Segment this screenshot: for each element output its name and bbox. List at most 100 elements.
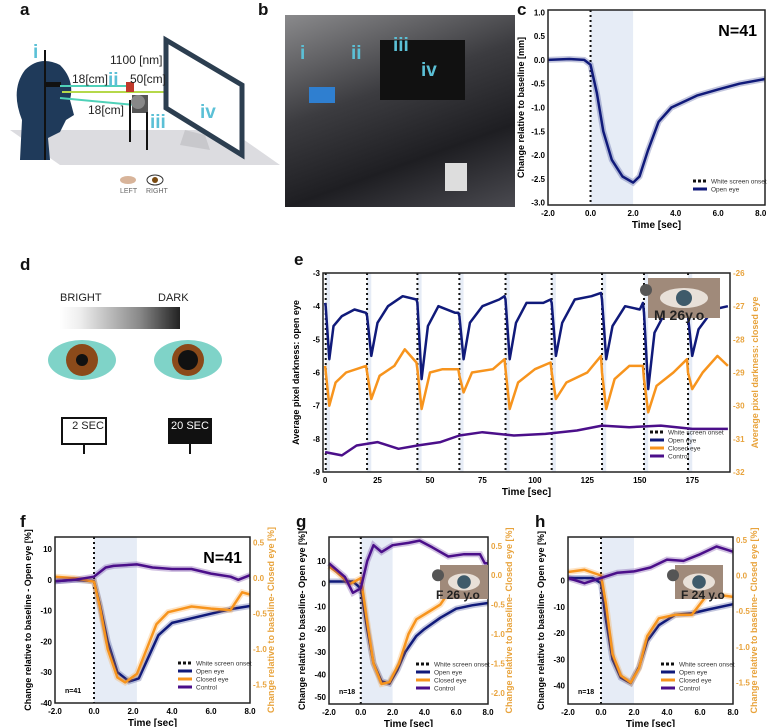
- subject-label: F 26 y.o: [436, 588, 480, 602]
- distance-label-2: 50[cm]: [130, 72, 167, 86]
- plot-frame: [547, 9, 766, 206]
- y-right-tick-label: -2.0: [491, 689, 505, 698]
- panel-label-g: g: [296, 512, 307, 531]
- monitor-icon: [163, 35, 245, 160]
- y-right-tick-label: 0.0: [736, 572, 748, 581]
- white-screen-icon: [61, 417, 107, 445]
- y-right-tick-label: 0.0: [491, 571, 503, 580]
- black-screen-icon: [168, 418, 212, 444]
- y-tick-label: 0: [561, 577, 566, 586]
- series-control: [54, 563, 251, 583]
- y-tick-label: -10: [40, 607, 52, 616]
- label-i: i: [33, 42, 39, 63]
- n-annotation: N=41: [718, 23, 757, 40]
- legend-label-onset: White screen onset: [668, 430, 724, 437]
- legend-label-onset: White screen onset: [434, 662, 490, 669]
- stimulus-shading: [602, 273, 607, 472]
- x-tick-label: -2.0: [48, 707, 62, 716]
- stimulus-shading: [551, 273, 556, 472]
- camera-icon: [131, 95, 145, 109]
- plot-frame: [54, 536, 251, 704]
- eye-right-label: RIGHT: [146, 188, 168, 195]
- photo-label-iv: iv: [421, 60, 437, 81]
- stimulus-shading: [590, 10, 634, 205]
- panel-label-f: f: [20, 512, 26, 531]
- x-axis-label: Time [sec]: [502, 487, 551, 498]
- subject-label: M 26y.o: [654, 307, 704, 323]
- eye-left-label: LEFT: [120, 188, 138, 195]
- x-tick-label: -2.0: [541, 209, 555, 218]
- x-tick-label: 100: [528, 476, 542, 485]
- y-tick-label: -4: [313, 302, 321, 311]
- y-axis-label: Change relative to baseline- Open eye [%…: [297, 531, 307, 710]
- y-right-tick-label: -0.5: [736, 607, 750, 616]
- panel-label-e: e: [294, 250, 304, 269]
- legend-label-onset: White screen onset: [196, 661, 252, 668]
- label-iv: iv: [200, 102, 216, 123]
- plot-frame: [322, 272, 731, 473]
- twenty-sec-label: 20 SEC: [171, 420, 209, 432]
- wavelength-label: 1100 [nm]: [110, 53, 163, 67]
- x-tick-label: 4.0: [661, 708, 673, 717]
- legend-label-closed: Closed eye: [196, 677, 229, 684]
- y-right-tick-label: -1.5: [736, 679, 750, 688]
- brightness-gradient-bar: [60, 307, 180, 329]
- x-axis-label: Time [sec]: [626, 719, 675, 727]
- iris: [457, 575, 471, 589]
- label-iii: iii: [150, 112, 166, 133]
- y-right-tick-label: -26: [733, 269, 745, 278]
- chart-h: -2.0 0.0 2.0 4.0 6.0 8.0 0 -10 -20 -30 -40 0.5 0.0 -0…: [536, 527, 759, 727]
- eye-dilated-icon: [154, 340, 222, 380]
- y-tick-label: 0: [322, 580, 327, 589]
- setup-photo: i ii iii iv: [285, 15, 515, 207]
- x-tick-label: 2.0: [127, 707, 139, 716]
- x-tick-label: 8.0: [244, 707, 256, 716]
- y-tick-label: -7: [313, 402, 321, 411]
- y-right-axis-label: Change relative to baseline- Closed eye …: [266, 527, 276, 713]
- sensor-marker-icon: [667, 569, 679, 582]
- x-tick-label: 6.0: [713, 209, 725, 218]
- legend-label-open: Open eye: [679, 670, 708, 677]
- series-control: [324, 424, 728, 457]
- series-open: [323, 291, 729, 391]
- x-tick-label: 4.0: [670, 209, 682, 218]
- sensor-marker-icon: [640, 284, 652, 296]
- stimulus-shading: [417, 273, 422, 472]
- y-right-tick-label: -1.0: [736, 643, 750, 652]
- y-right-tick-label: -30: [733, 402, 745, 411]
- ir-led-icon: [126, 82, 134, 92]
- x-tick-label: 25: [373, 476, 382, 485]
- y-right-tick-label: 0.0: [253, 574, 265, 583]
- plot-frame: [328, 536, 489, 705]
- y-right-tick-label: -1.0: [491, 630, 505, 639]
- setup-illustration: [10, 35, 280, 186]
- two-sec-label: 2 SEC: [72, 420, 104, 432]
- y-tick-label: -3.0: [531, 199, 545, 208]
- series-closed: [54, 575, 251, 684]
- legend-label-control: Control: [668, 454, 690, 461]
- y-tick-label: -20: [553, 629, 565, 638]
- legend-label-open: Open eye: [434, 670, 463, 677]
- closed-left-eye-icon: [120, 176, 136, 184]
- y-right-tick-label: -0.5: [253, 610, 267, 619]
- n-annotation: N=41: [203, 550, 242, 567]
- photo-label-ii: ii: [351, 43, 362, 64]
- y-right-tick-label: -1.5: [491, 659, 505, 668]
- y-tick-label: -20: [314, 625, 326, 634]
- photo-label-i: i: [300, 43, 306, 64]
- panel-label-h: h: [535, 512, 546, 531]
- x-tick-label: 0: [323, 476, 328, 485]
- legend-label-onset: White screen onset: [679, 662, 735, 669]
- y-right-tick-label: 0.5: [736, 536, 748, 545]
- x-tick-label: 125: [581, 476, 595, 485]
- y-right-tick-label: 0.5: [253, 539, 265, 548]
- chart-g: -2.0 0.0 2.0 4.0 6.0 8.0 10 0 -10 -20 -30 -40 -50 0.5…: [297, 527, 514, 727]
- x-tick-label: 0.0: [585, 209, 597, 218]
- legend-label-closed: Closed eye: [668, 446, 701, 453]
- y-right-tick-label: -0.5: [491, 601, 505, 610]
- y-axis-label: Average pixel darkness: open eye: [291, 300, 301, 445]
- y-right-axis-label: Change relative to baseline- Closed eye …: [749, 527, 759, 713]
- y-tick-label: -30: [553, 655, 565, 664]
- label-ii: ii: [108, 70, 119, 91]
- x-tick-label: 8.0: [755, 209, 767, 218]
